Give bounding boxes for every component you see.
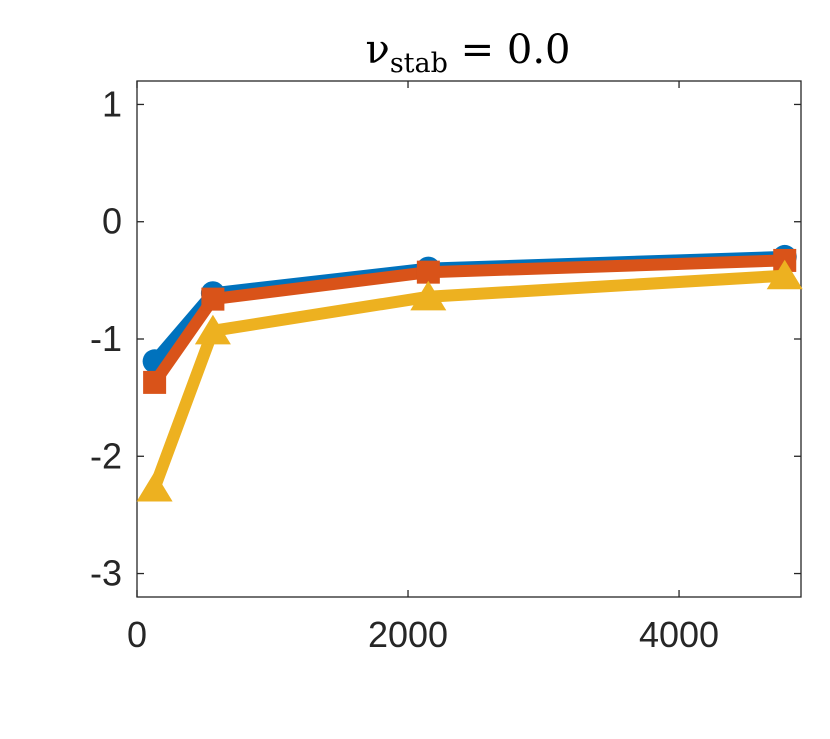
series-line — [148, 269, 791, 494]
series-line — [148, 254, 791, 389]
tick-labels: 10-1-2-30 2000 4000 — [90, 83, 719, 655]
series-3 — [136, 259, 803, 502]
data-point — [201, 287, 225, 311]
data-point — [143, 370, 167, 394]
data-point — [766, 259, 803, 290]
y-tick-label: 0 — [102, 201, 122, 242]
y-tick-label: -2 — [90, 435, 122, 476]
series-2 — [143, 248, 797, 394]
axes — [136, 80, 802, 598]
title-rest: = 0.0 — [448, 27, 571, 73]
x-tick-label: 0 — [127, 614, 147, 655]
data-point — [136, 471, 173, 502]
series-layer — [136, 244, 803, 502]
title-symbol: ν — [366, 27, 390, 73]
data-point — [410, 280, 447, 311]
x-tick-label: 4000 — [639, 614, 719, 655]
y-tick-label: -3 — [90, 553, 122, 594]
data-point — [416, 260, 440, 284]
plot-frame — [136, 80, 802, 598]
chart-title: νstab = 0.0 — [366, 27, 571, 79]
x-tick-label: 2000 — [368, 614, 448, 655]
y-tick-label: 1 — [102, 83, 122, 124]
data-point — [194, 314, 231, 345]
y-tick-label: -1 — [90, 318, 122, 359]
title-subscript: stab — [390, 48, 448, 79]
